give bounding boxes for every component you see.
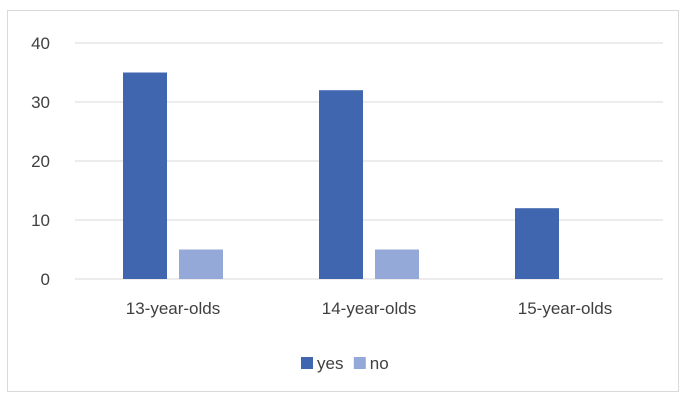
y-tick-label: 20 (31, 152, 50, 171)
gridlines (75, 42, 663, 280)
bar-yes-13-year-olds (123, 72, 167, 279)
legend: yes no (301, 354, 389, 373)
y-axis-tick-labels: 0 10 20 30 40 (31, 34, 50, 289)
y-tick-label: 30 (31, 93, 50, 112)
legend-swatch-yes (301, 357, 313, 369)
x-tick-label: 15-year-olds (518, 299, 613, 318)
legend-label-no: no (370, 354, 389, 373)
bar-yes-14-year-olds (319, 90, 363, 279)
bar-no-14-year-olds (375, 249, 419, 279)
legend-label-yes: yes (317, 354, 343, 373)
x-tick-label: 14-year-olds (322, 299, 417, 318)
y-tick-label: 40 (31, 34, 50, 53)
bars (123, 72, 559, 279)
y-tick-label: 0 (41, 270, 50, 289)
bar-yes-15-year-olds (515, 208, 559, 279)
legend-swatch-no (353, 357, 366, 369)
x-axis-tick-labels: 13-year-olds 14-year-olds 15-year-olds (126, 299, 613, 318)
y-tick-label: 10 (31, 211, 50, 230)
x-tick-label: 13-year-olds (126, 299, 221, 318)
bar-no-13-year-olds (179, 249, 223, 279)
